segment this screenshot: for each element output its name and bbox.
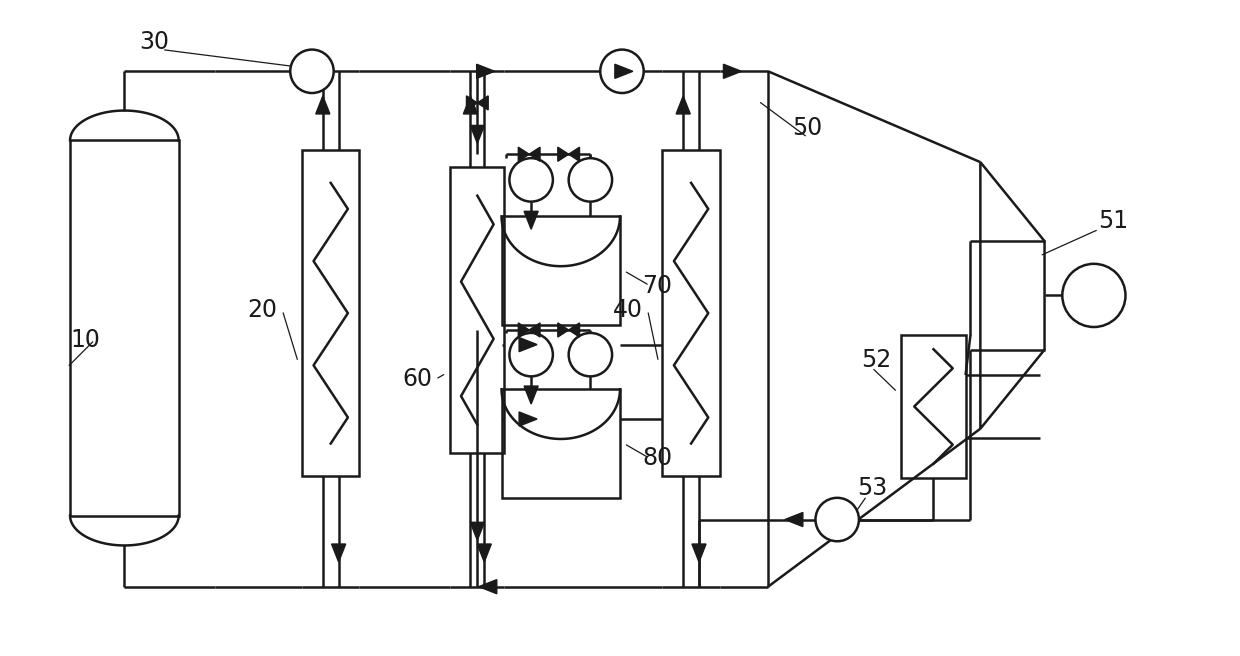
- Circle shape: [569, 158, 613, 201]
- Circle shape: [816, 498, 859, 541]
- Circle shape: [1063, 264, 1126, 327]
- Polygon shape: [558, 323, 569, 337]
- Polygon shape: [529, 147, 541, 161]
- Polygon shape: [477, 544, 491, 562]
- Polygon shape: [518, 323, 529, 337]
- Bar: [303, 150, 360, 476]
- Bar: [501, 216, 620, 325]
- Bar: [501, 389, 620, 498]
- Text: 30: 30: [139, 30, 169, 54]
- Bar: [901, 335, 966, 478]
- Polygon shape: [525, 211, 538, 229]
- Polygon shape: [558, 147, 569, 161]
- Polygon shape: [569, 147, 579, 161]
- Polygon shape: [331, 544, 346, 562]
- Polygon shape: [466, 96, 477, 110]
- Bar: [450, 167, 505, 453]
- Text: 70: 70: [642, 274, 672, 298]
- Text: 50: 50: [792, 115, 822, 140]
- Text: 20: 20: [248, 298, 278, 322]
- Polygon shape: [529, 323, 541, 337]
- Polygon shape: [723, 64, 742, 78]
- Text: 60: 60: [403, 367, 433, 392]
- Circle shape: [290, 50, 334, 93]
- Polygon shape: [316, 96, 330, 114]
- Circle shape: [569, 333, 613, 377]
- Bar: [71, 140, 179, 516]
- Polygon shape: [615, 64, 632, 78]
- Text: 52: 52: [862, 348, 892, 371]
- Polygon shape: [518, 147, 529, 161]
- Polygon shape: [476, 64, 495, 78]
- Polygon shape: [676, 96, 691, 114]
- Polygon shape: [785, 512, 802, 527]
- Text: 80: 80: [642, 446, 672, 470]
- Circle shape: [600, 50, 644, 93]
- Bar: [662, 150, 719, 476]
- Polygon shape: [470, 522, 485, 541]
- Polygon shape: [520, 412, 537, 426]
- Circle shape: [510, 333, 553, 377]
- Polygon shape: [470, 125, 485, 144]
- Text: 10: 10: [69, 328, 100, 352]
- Polygon shape: [525, 386, 538, 404]
- Polygon shape: [692, 544, 706, 562]
- Polygon shape: [569, 323, 579, 337]
- Text: 40: 40: [613, 298, 642, 322]
- Polygon shape: [464, 96, 477, 114]
- Text: 51: 51: [1099, 209, 1128, 234]
- Polygon shape: [520, 338, 537, 352]
- Circle shape: [510, 158, 553, 201]
- Text: 53: 53: [857, 476, 887, 500]
- Polygon shape: [477, 96, 489, 110]
- Polygon shape: [479, 580, 497, 594]
